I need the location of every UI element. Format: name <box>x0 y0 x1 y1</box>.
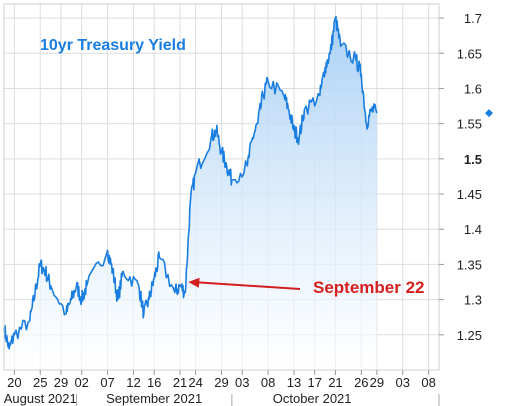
current-value-marker <box>485 109 493 118</box>
x-tick-label: 24 <box>188 375 202 390</box>
y-tick-label: 1.55 <box>457 117 482 132</box>
x-tick-label: 08 <box>421 375 435 390</box>
y-tick-label: 1.7 <box>464 11 482 26</box>
y-tick-label: 1.3 <box>464 293 482 308</box>
annotation: September 22 <box>188 277 425 297</box>
annotation-arrow-head <box>188 277 200 288</box>
x-tick-label: 29 <box>214 375 228 390</box>
y-tick-label: 1.6 <box>464 81 482 96</box>
annotation-label: September 22 <box>313 278 425 297</box>
y-tick-label: 1.5 <box>464 152 482 167</box>
x-tick-label: 17 <box>307 375 321 390</box>
x-tick-label: 03 <box>235 375 249 390</box>
period-label: September 2021 <box>106 391 202 406</box>
y-axis: 1.25 1.3 1.35 1.4 1.45 1.5 1.55 1.6 1.65 1.7 <box>439 11 482 343</box>
y-tick-label: 1.45 <box>457 187 482 202</box>
x-tick-label: 12 <box>126 375 140 390</box>
x-tick-label: 26 <box>354 375 368 390</box>
period-label: October 2021 <box>273 391 352 406</box>
yield-line <box>3 15 378 350</box>
y-tick-label: 1.65 <box>457 46 482 61</box>
x-axis: 20 25 29 02 07 12 16 21 24 29 03 08 13 17 21 26 29 03 08 <box>7 370 436 390</box>
x-tick-label: 08 <box>261 375 275 390</box>
x-tick-label: 03 <box>396 375 410 390</box>
yield-area-fill <box>4 16 377 371</box>
x-tick-label: 16 <box>147 375 161 390</box>
period-label: August 2021 <box>4 391 77 406</box>
y-tick-label: 1.25 <box>457 328 482 343</box>
y-tick-label: 1.35 <box>457 257 482 272</box>
x-tick-label: 20 <box>7 375 21 390</box>
x-tick-label: 29 <box>54 375 68 390</box>
x-tick-label: 07 <box>100 375 114 390</box>
x-tick-label: 25 <box>33 375 47 390</box>
x-tick-label: 13 <box>287 375 301 390</box>
x-tick-label: 21 <box>328 375 342 390</box>
x-tick-label: 29 <box>370 375 384 390</box>
x-tick-label: 21 <box>173 375 187 390</box>
y-tick-label: 1.4 <box>464 222 482 237</box>
chart-title: 10yr Treasury Yield <box>40 37 186 54</box>
x-tick-label: 02 <box>74 375 88 390</box>
annotation-arrow-line <box>198 281 301 291</box>
period-labels: August 2021 September 2021 October 2021 <box>4 391 440 406</box>
